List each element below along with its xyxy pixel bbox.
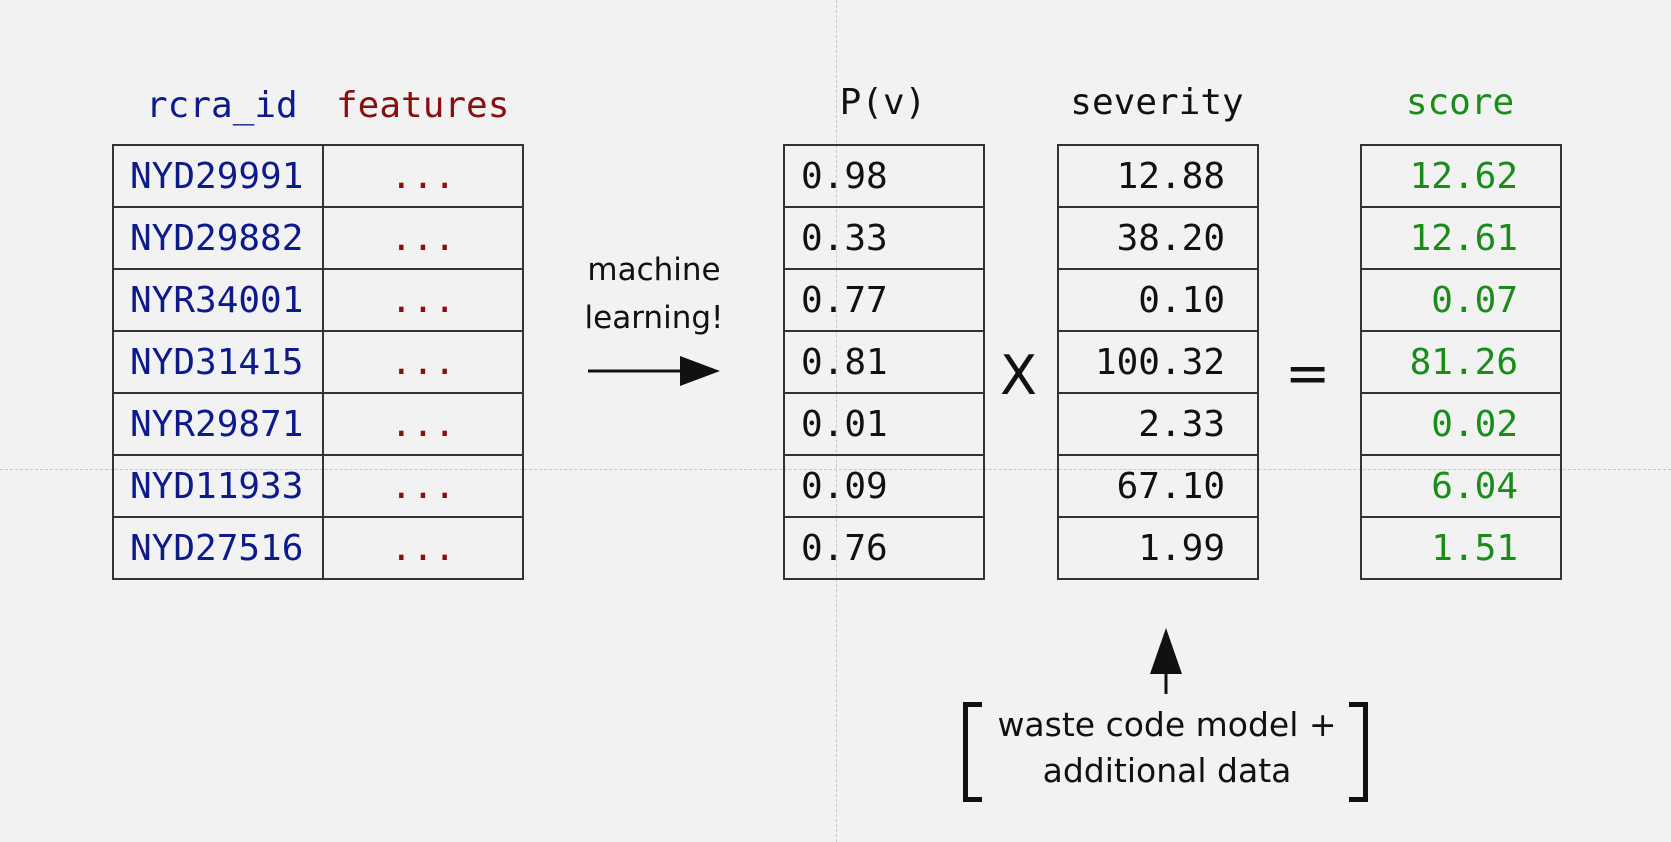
pv-header: P(v) bbox=[839, 82, 927, 123]
pv-cell: 0.98 bbox=[783, 144, 985, 208]
score-cell: 1.51 bbox=[1360, 516, 1562, 580]
table-row: 0.01 bbox=[783, 392, 985, 456]
severity-cell: 100.32 bbox=[1057, 330, 1259, 394]
table-row: 6.04 bbox=[1360, 454, 1562, 518]
score-cell: 6.04 bbox=[1360, 454, 1562, 518]
features-cell: ... bbox=[322, 206, 524, 270]
severity-cell: 1.99 bbox=[1057, 516, 1259, 580]
table-row: 0.98 bbox=[783, 144, 985, 208]
severity-cell: 67.10 bbox=[1057, 454, 1259, 518]
pv-cell: 0.81 bbox=[783, 330, 985, 394]
table-row: NYR34001... bbox=[112, 268, 524, 332]
table-row: NYD11933... bbox=[112, 454, 524, 518]
table-row: 12.61 bbox=[1360, 206, 1562, 270]
score-cell: 12.62 bbox=[1360, 144, 1562, 208]
up-arrow-icon bbox=[1150, 628, 1182, 694]
table-row: 0.81 bbox=[783, 330, 985, 394]
features-cell: ... bbox=[322, 330, 524, 394]
table-row: 12.88 bbox=[1057, 144, 1259, 208]
table-row: 1.51 bbox=[1360, 516, 1562, 580]
features-header: features bbox=[336, 85, 510, 126]
score-cell: 12.61 bbox=[1360, 206, 1562, 270]
features-cell: ... bbox=[322, 392, 524, 456]
features-cell: ... bbox=[322, 516, 524, 580]
table-row: NYR29871... bbox=[112, 392, 524, 456]
severity-source-line1: waste code model + bbox=[997, 705, 1337, 744]
features-cell: ... bbox=[322, 454, 524, 518]
table-row: 0.77 bbox=[783, 268, 985, 332]
table-row: 100.32 bbox=[1057, 330, 1259, 394]
table-row: 38.20 bbox=[1057, 206, 1259, 270]
features-cell: ... bbox=[322, 268, 524, 332]
pv-cell: 0.76 bbox=[783, 516, 985, 580]
table-row: NYD31415... bbox=[112, 330, 524, 394]
rcra-id-cell: NYR29871 bbox=[112, 392, 324, 456]
pv-cell: 0.33 bbox=[783, 206, 985, 270]
table-row: 0.33 bbox=[783, 206, 985, 270]
equals-sign: = bbox=[1285, 342, 1331, 405]
multiply-sign: X bbox=[1000, 344, 1037, 407]
right-arrow-icon bbox=[588, 356, 720, 386]
score-cell: 0.02 bbox=[1360, 392, 1562, 456]
rcra-id-header: rcra_id bbox=[146, 85, 298, 126]
table-row: 0.07 bbox=[1360, 268, 1562, 332]
pv-cell: 0.77 bbox=[783, 268, 985, 332]
severity-source-line2: additional data bbox=[1042, 751, 1292, 790]
facility-features-table: NYD29991... NYD29882... NYR34001... NYD3141… bbox=[112, 144, 524, 580]
rcra-id-cell: NYD29882 bbox=[112, 206, 324, 270]
score-cell: 0.07 bbox=[1360, 268, 1562, 332]
rcra-id-cell: NYR34001 bbox=[112, 268, 324, 332]
machine-learning-label: machine learning! bbox=[562, 246, 746, 342]
table-row: 12.62 bbox=[1360, 144, 1562, 208]
severity-cell: 0.10 bbox=[1057, 268, 1259, 332]
table-row: 2.33 bbox=[1057, 392, 1259, 456]
severity-cell: 2.33 bbox=[1057, 392, 1259, 456]
pv-cell: 0.01 bbox=[783, 392, 985, 456]
table-row: 0.76 bbox=[783, 516, 985, 580]
table-row: 81.26 bbox=[1360, 330, 1562, 394]
ml-label-line2: learning! bbox=[584, 300, 724, 336]
table-row: 0.02 bbox=[1360, 392, 1562, 456]
table-row: NYD29882... bbox=[112, 206, 524, 270]
table-row: NYD29991... bbox=[112, 144, 524, 208]
features-cell: ... bbox=[322, 144, 524, 208]
table-row: 1.99 bbox=[1057, 516, 1259, 580]
pv-cell: 0.09 bbox=[783, 454, 985, 518]
score-table: 12.62 12.61 0.07 81.26 0.02 6.04 1.51 bbox=[1360, 144, 1562, 580]
rcra-id-cell: NYD29991 bbox=[112, 144, 324, 208]
rcra-id-cell: NYD31415 bbox=[112, 330, 324, 394]
rcra-id-cell: NYD11933 bbox=[112, 454, 324, 518]
left-bracket bbox=[963, 702, 982, 802]
score-cell: 81.26 bbox=[1360, 330, 1562, 394]
table-row: 67.10 bbox=[1057, 454, 1259, 518]
severity-header: severity bbox=[1070, 82, 1244, 123]
rcra-id-cell: NYD27516 bbox=[112, 516, 324, 580]
severity-table: 12.88 38.20 0.10 100.32 2.33 67.10 1.99 bbox=[1057, 144, 1259, 580]
right-bracket bbox=[1349, 702, 1368, 802]
ml-label-line1: machine bbox=[587, 252, 721, 288]
table-row: 0.10 bbox=[1057, 268, 1259, 332]
score-header: score bbox=[1405, 82, 1515, 123]
table-row: 0.09 bbox=[783, 454, 985, 518]
severity-cell: 12.88 bbox=[1057, 144, 1259, 208]
table-row: NYD27516... bbox=[112, 516, 524, 580]
severity-source-note: waste code model + additional data bbox=[987, 702, 1347, 794]
probability-table: 0.98 0.33 0.77 0.81 0.01 0.09 0.76 bbox=[783, 144, 985, 580]
severity-cell: 38.20 bbox=[1057, 206, 1259, 270]
